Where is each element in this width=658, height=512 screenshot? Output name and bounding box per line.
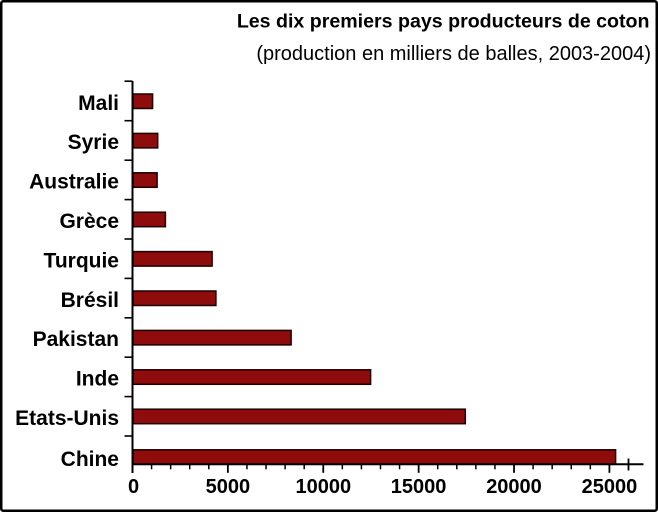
svg-text:Pakistan: Pakistan — [33, 328, 119, 351]
svg-text:Brésil: Brésil — [61, 289, 119, 312]
svg-text:5000: 5000 — [206, 476, 251, 498]
svg-text:10000: 10000 — [295, 476, 351, 498]
svg-text:Syrie: Syrie — [68, 131, 119, 154]
svg-text:Grèce: Grèce — [59, 210, 119, 233]
svg-text:(production en milliers de bal: (production en milliers de balles, 2003-… — [256, 43, 651, 65]
svg-text:Les dix premiers pays producte: Les dix premiers pays producteurs de cot… — [237, 11, 650, 33]
svg-text:Mali: Mali — [78, 92, 119, 115]
svg-text:Inde: Inde — [76, 368, 119, 391]
svg-text:Australie: Australie — [29, 171, 119, 194]
svg-text:Etats-Unis: Etats-Unis — [15, 407, 119, 430]
svg-text:20000: 20000 — [486, 476, 542, 498]
svg-text:Turquie: Turquie — [44, 249, 119, 272]
svg-text:25000: 25000 — [582, 476, 638, 498]
svg-text:Chine: Chine — [61, 448, 119, 471]
svg-text:15000: 15000 — [391, 476, 447, 498]
svg-text:0: 0 — [128, 476, 139, 498]
